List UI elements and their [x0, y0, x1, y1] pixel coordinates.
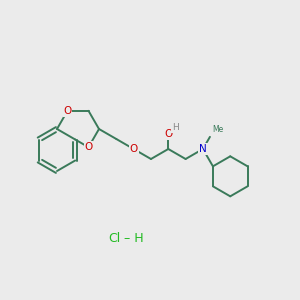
Text: – H: – H [120, 232, 144, 244]
Text: O: O [164, 129, 172, 139]
Text: O: O [130, 144, 138, 154]
Text: Me: Me [212, 125, 223, 134]
Text: O: O [63, 106, 72, 116]
Text: O: O [84, 142, 93, 152]
Text: Cl: Cl [108, 232, 120, 244]
Text: H: H [172, 124, 179, 133]
Text: N: N [199, 144, 207, 154]
